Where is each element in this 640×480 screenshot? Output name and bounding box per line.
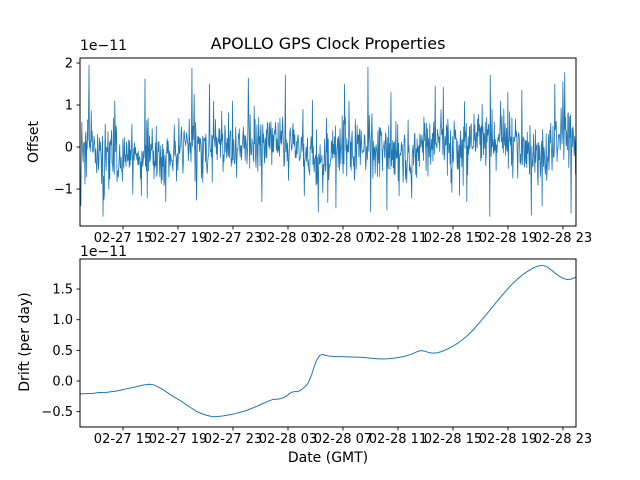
x-tick-label: 02-28 15 <box>424 432 482 447</box>
y-tick-label: 0.5 <box>52 344 73 359</box>
y-tick-label: 0.0 <box>52 375 73 390</box>
y-tick-label: 0 <box>65 141 73 156</box>
y-tick-label: 1 <box>65 99 73 114</box>
y-tick-label: −0.5 <box>41 405 73 420</box>
x-tick-label: 02-28 23 <box>534 231 592 246</box>
x-tick-label: 02-28 03 <box>259 432 317 447</box>
offset-series-line <box>79 64 577 217</box>
x-tick-label: 02-28 03 <box>259 231 317 246</box>
x-tick-label: 02-27 19 <box>149 231 207 246</box>
y-tick-label: −1 <box>54 183 73 198</box>
y-tick-label: 1.0 <box>52 313 73 328</box>
bottom-scale-exponent: 1e−11 <box>80 244 128 260</box>
x-tick-label: 02-28 07 <box>314 432 372 447</box>
x-tick-label: 02-28 23 <box>534 432 592 447</box>
x-tick-label: 02-28 11 <box>369 432 427 447</box>
y-tick-label: 2 <box>65 57 73 72</box>
chart-title: APOLLO GPS Clock Properties <box>210 34 446 53</box>
top-scale-exponent: 1e−11 <box>80 38 128 54</box>
top-y-axis-label: Offset <box>26 120 42 164</box>
x-tick-label: 02-28 07 <box>314 231 372 246</box>
x-tick-label: 02-28 19 <box>479 231 537 246</box>
bottom-y-axis-label: Drift (per day) <box>17 292 33 392</box>
x-tick-label: 02-28 19 <box>479 432 537 447</box>
plot-frame <box>79 57 577 227</box>
x-tick-label: 02-27 19 <box>149 432 207 447</box>
plot-frame <box>79 258 577 428</box>
x-tick-label: 02-28 11 <box>369 231 427 246</box>
x-tick-label: 02-27 23 <box>204 231 262 246</box>
x-tick-label: 02-27 15 <box>94 432 152 447</box>
x-tick-label: 02-27 23 <box>204 432 262 447</box>
y-tick-label: 1.5 <box>52 283 73 298</box>
drift-series-line <box>80 264 576 418</box>
x-tick-label: 02-27 15 <box>94 231 152 246</box>
x-tick-label: 02-28 15 <box>424 231 482 246</box>
x-axis-label: Date (GMT) <box>287 450 369 466</box>
